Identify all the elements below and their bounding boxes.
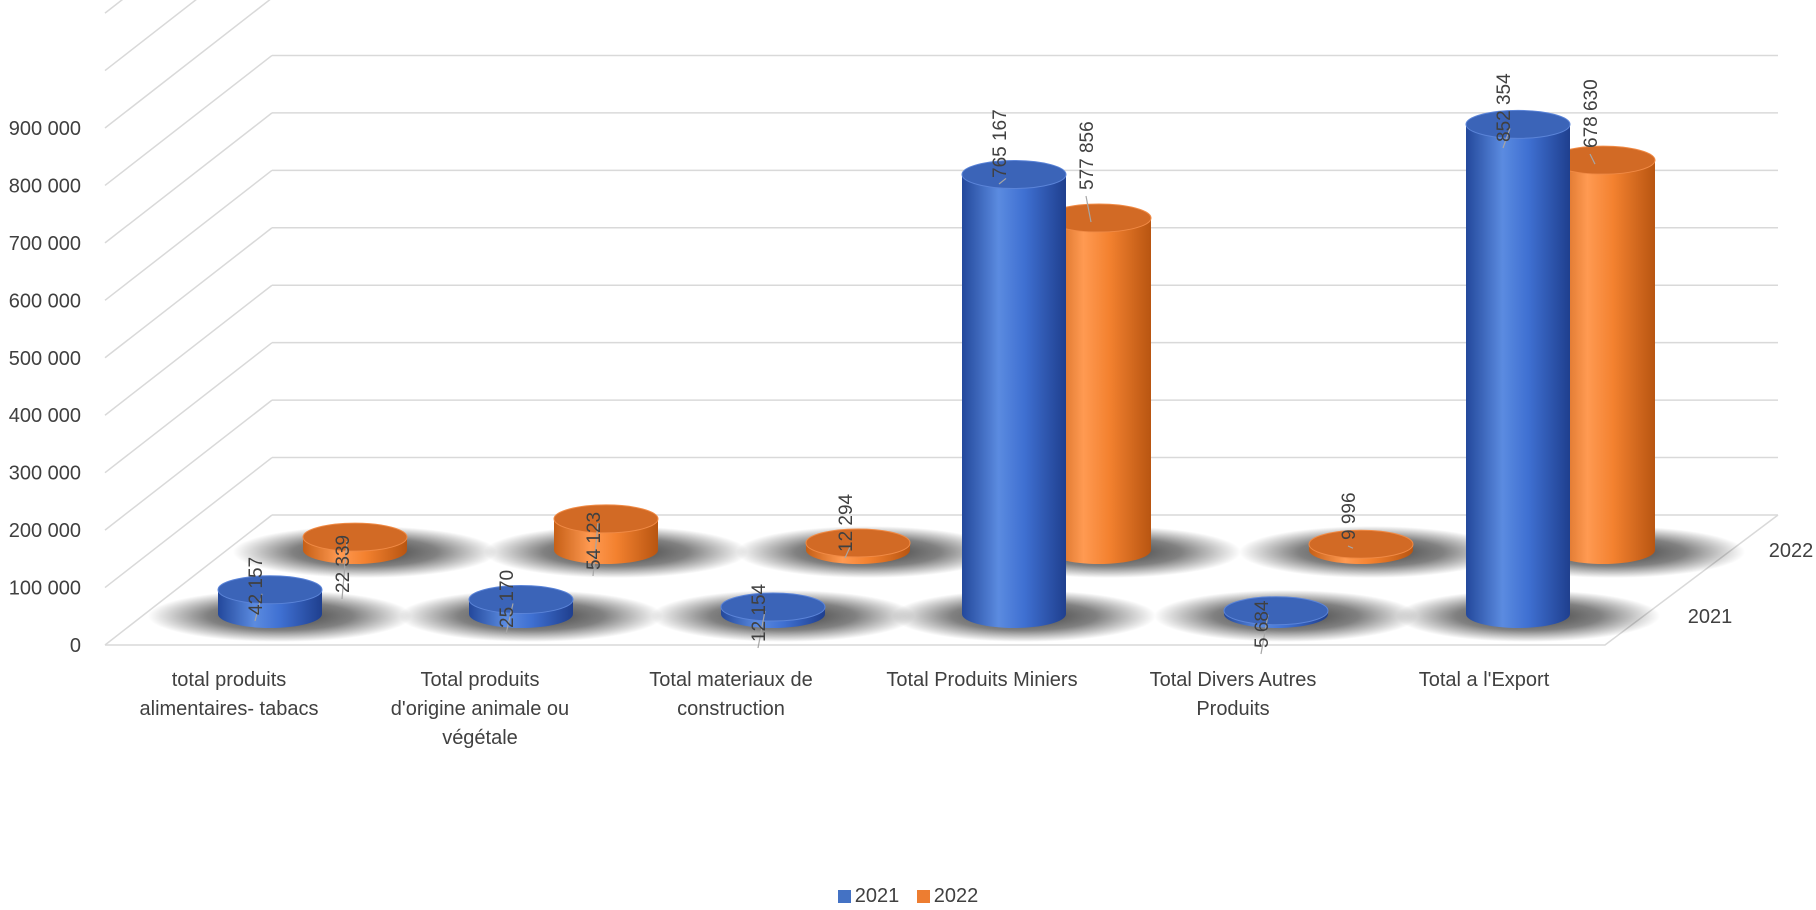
y-tick-label: 300 000	[9, 463, 81, 485]
bar-body	[1551, 160, 1655, 564]
label-leader	[844, 546, 851, 559]
label-leader	[1260, 614, 1269, 655]
gridline-side	[104, 399, 273, 531]
bar-2021-4	[1154, 590, 1418, 642]
depth-tick-label: 2022	[1769, 540, 1814, 562]
y-tick-label: 800 000	[9, 175, 81, 197]
bar-2021-2	[651, 590, 915, 642]
data-labels: 22 339 54 123 12 294 577 856 9 996 678 630 42 …	[246, 73, 1602, 655]
x-tick-label: Total Produits Miniers	[886, 669, 1077, 691]
x-tick-label: Total a l'Export	[1419, 669, 1550, 691]
label-leader	[1347, 545, 1354, 549]
gridline-side	[104, 54, 273, 187]
label-leader	[1589, 153, 1596, 165]
data-label: 22 339	[333, 535, 354, 593]
bar-body	[1047, 218, 1151, 564]
data-label: 54 123	[584, 512, 605, 570]
data-label: 577 856	[1077, 121, 1098, 190]
bar-2022-1	[484, 504, 748, 578]
y-tick-label: 0	[70, 635, 81, 657]
bar-top	[302, 522, 408, 552]
bar-2022-4	[1239, 526, 1503, 578]
x-tick-label: Total materiaux de construction	[649, 669, 812, 720]
label-leader	[341, 541, 348, 600]
gridline-side	[104, 342, 273, 474]
gridline-side	[104, 112, 273, 244]
data-label: 9 996	[1339, 492, 1360, 540]
gridline-side	[104, 227, 273, 359]
y-tick-label: 100 000	[9, 578, 81, 600]
label-leader	[757, 610, 766, 649]
label-leader	[1085, 195, 1092, 223]
data-label: 765 167	[990, 109, 1011, 178]
legend-label-2022: 2022	[933, 885, 979, 907]
legend: 2021 2022	[0, 884, 1816, 908]
label-leader	[505, 603, 514, 635]
gridline-side	[104, 0, 197, 72]
legend-item-2021: 2021	[837, 884, 900, 908]
y-tick-label: 900 000	[9, 118, 81, 140]
bar-top	[1465, 109, 1571, 139]
bar-2021-5	[1396, 109, 1660, 642]
bar-top	[468, 585, 574, 615]
bars	[148, 109, 1745, 642]
label-leader	[592, 522, 599, 577]
data-label: 25 170	[497, 570, 518, 628]
bar-top	[553, 504, 659, 534]
gridline-side	[104, 0, 124, 14]
data-label: 42 157	[246, 557, 267, 615]
x-tick-label: total produits alimentaires- tabacs	[140, 669, 319, 720]
bar-top	[805, 528, 911, 558]
label-leader	[1502, 128, 1511, 149]
legend-item-2022: 2022	[916, 884, 979, 908]
bar-2021-3	[892, 159, 1156, 642]
x-axis: total produits alimentaires- tabacs Total …	[140, 669, 1550, 749]
gridline-side	[104, 514, 273, 646]
bar-2021-1	[399, 585, 663, 642]
data-label: 12 154	[749, 583, 770, 642]
depth-axis: 2022 2021	[1688, 540, 1814, 628]
bar-top	[720, 592, 826, 622]
bar-top	[1223, 596, 1329, 626]
bar-2022-0	[233, 522, 497, 578]
bar-top	[1308, 529, 1414, 559]
y-tick-label: 200 000	[9, 520, 81, 542]
label-leader	[998, 177, 1007, 185]
bar-top	[961, 159, 1067, 189]
data-label: 12 294	[836, 493, 857, 552]
bar-top	[217, 575, 323, 605]
legend-swatch-2021	[837, 890, 851, 903]
y-tick-label: 400 000	[9, 405, 81, 427]
x-tick-label: Total Divers Autres Produits	[1150, 669, 1317, 720]
gridline-side	[104, 169, 273, 301]
bar-body	[1466, 124, 1570, 628]
y-tick-label: 500 000	[9, 348, 81, 370]
y-axis: 0 100 000 200 000 300 000 400 000 500 000 600 …	[9, 118, 81, 657]
gridline-side	[104, 0, 271, 129]
y-tick-label: 700 000	[9, 233, 81, 255]
gridline-side	[104, 456, 273, 589]
bar-2021-0	[148, 575, 412, 642]
bar-2022-2	[736, 526, 1000, 578]
bar-body	[962, 174, 1066, 628]
data-label: 678 630	[1581, 79, 1602, 148]
y-tick-label: 600 000	[9, 290, 81, 312]
label-leader	[254, 593, 263, 622]
data-label: 852 354	[1494, 73, 1515, 142]
x-tick-label: Total produits d'origine animale ou végéta…	[391, 669, 569, 749]
gridline-side	[104, 284, 273, 416]
legend-swatch-2022	[916, 890, 930, 903]
depth-tick-label: 2021	[1688, 606, 1733, 628]
data-label: 5 684	[1252, 600, 1273, 648]
legend-label-2021: 2021	[854, 885, 900, 907]
